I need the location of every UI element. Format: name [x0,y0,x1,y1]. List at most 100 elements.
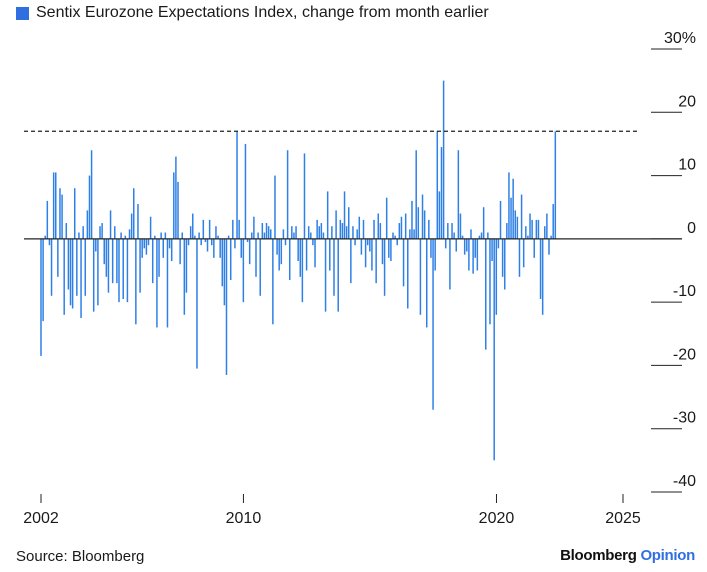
brand-opinion: Opinion [640,547,695,564]
bar [90,150,93,239]
bar [40,238,42,356]
bar [331,226,333,239]
bar [373,219,375,239]
bar [44,235,46,239]
bar [118,238,120,303]
bar [461,235,464,239]
bar [312,238,314,246]
bar [531,219,533,239]
bar [124,235,127,239]
bar [210,238,213,246]
bar [50,238,53,296]
bar [356,229,358,239]
bar [291,226,293,239]
bar [232,219,234,239]
bar [130,213,133,239]
source-note: Source: Bloomberg [16,548,145,565]
bar [522,238,525,268]
bar [301,238,304,303]
y-tick-label: -10 [673,283,696,300]
bar [419,238,422,315]
bar [122,238,124,299]
bar [468,238,470,271]
bar [280,238,283,265]
bar [413,229,415,239]
bar [466,238,468,252]
bar [508,172,510,239]
bar [221,238,224,287]
bar [432,238,434,410]
bar [204,238,207,243]
bar [520,194,523,239]
bar [160,232,162,239]
bar [265,223,268,239]
bar [192,213,194,239]
bar [246,238,249,243]
x-tick-label: 2025 [605,510,641,527]
bar [202,219,205,239]
x-tick-label: 2020 [479,510,515,527]
bar [145,238,148,255]
bar [548,238,550,255]
bar [546,213,548,239]
bar [156,238,158,328]
bar [293,232,295,239]
bar [322,232,325,239]
bar [196,238,198,369]
bar [379,223,382,239]
bar [234,238,236,249]
bar [259,238,261,296]
bar [86,210,89,239]
bar [278,238,280,271]
bar [183,238,186,315]
bar [489,238,491,325]
bar [423,210,426,239]
y-tick-label: 20 [678,93,696,110]
bar [116,238,118,284]
bar [499,200,502,239]
bar [348,207,350,239]
bar [457,150,460,239]
bar [95,238,97,252]
x-tick-label: 2010 [226,510,262,527]
bar [478,235,481,239]
bar [251,232,253,239]
bar [46,200,49,239]
bar [352,226,354,239]
bar [63,238,65,315]
y-tick-label: 30% [664,30,696,47]
bar [402,238,405,287]
bar [339,219,342,239]
bar [238,219,240,239]
bar [345,226,348,239]
y-tick-label: -30 [673,410,696,427]
bar [518,238,521,277]
bar [244,143,247,239]
bar [539,238,542,299]
bar [236,131,238,239]
bar [495,238,498,315]
y-tick-label: 10 [678,157,696,174]
bar [444,238,447,249]
bar [71,238,74,309]
bar [533,238,535,258]
bar [381,238,384,265]
bar [476,238,479,271]
bar [84,238,87,296]
bar [333,238,335,296]
bar [404,213,407,239]
chart-legend: Sentix Eurozone Expectations Index, chan… [16,4,489,22]
bar [316,219,318,239]
bar [272,238,274,325]
bar [120,232,122,239]
bar [550,235,552,239]
bar [318,226,320,239]
bar [501,238,504,277]
bar [158,238,160,277]
bar [48,238,51,246]
bar [364,238,367,268]
bar [335,210,337,239]
bar [141,238,143,258]
bar [217,235,219,239]
bar [76,238,78,296]
